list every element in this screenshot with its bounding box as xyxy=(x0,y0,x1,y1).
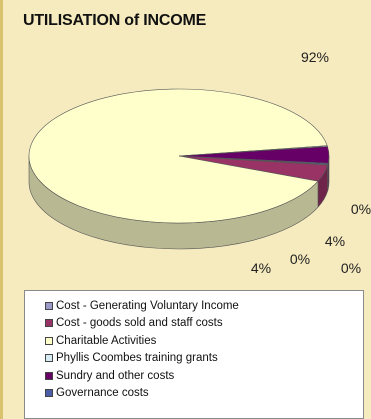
chart-legend: Cost - Generating Voluntary Income Cost -… xyxy=(24,290,364,419)
data-label-4: 4% xyxy=(325,233,345,249)
legend-swatch-0 xyxy=(45,301,53,310)
legend-label-2: Charitable Activities xyxy=(56,334,157,347)
legend-swatch-1 xyxy=(45,319,53,328)
legend-swatch-5 xyxy=(45,389,53,398)
legend-item-3: Phyllis Coombes training grants xyxy=(45,350,363,368)
legend-item-2: Charitable Activities xyxy=(45,332,363,350)
data-label-5: 0% xyxy=(341,260,361,276)
legend-label-0: Cost - Generating Voluntary Income xyxy=(56,299,239,312)
data-label-3: 0% xyxy=(290,251,310,267)
legend-item-4: Sundry and other costs xyxy=(45,367,363,385)
legend-swatch-2 xyxy=(45,336,53,345)
legend-item-5: Governance costs xyxy=(45,385,363,403)
pie-chart: 0% 4% 92% 0% 4% 0% xyxy=(28,49,371,276)
legend-label-3: Phyllis Coombes training grants xyxy=(56,352,218,365)
legend-label-4: Sundry and other costs xyxy=(56,369,175,382)
legend-item-0: Cost - Generating Voluntary Income xyxy=(45,297,363,315)
legend-item-1: Cost - goods sold and staff costs xyxy=(45,315,363,333)
pie-slice-5 xyxy=(178,155,329,165)
data-label-2: 92% xyxy=(301,49,329,65)
pie-slice-2 xyxy=(28,88,328,224)
chart-title: UTILISATION of INCOME xyxy=(23,12,207,29)
data-label-0: 0% xyxy=(351,201,371,217)
legend-swatch-3 xyxy=(45,354,53,363)
legend-label-1: Cost - goods sold and staff costs xyxy=(56,317,223,330)
data-label-1: 4% xyxy=(251,260,271,276)
legend-label-5: Governance costs xyxy=(56,387,149,400)
legend-swatch-4 xyxy=(45,371,53,380)
